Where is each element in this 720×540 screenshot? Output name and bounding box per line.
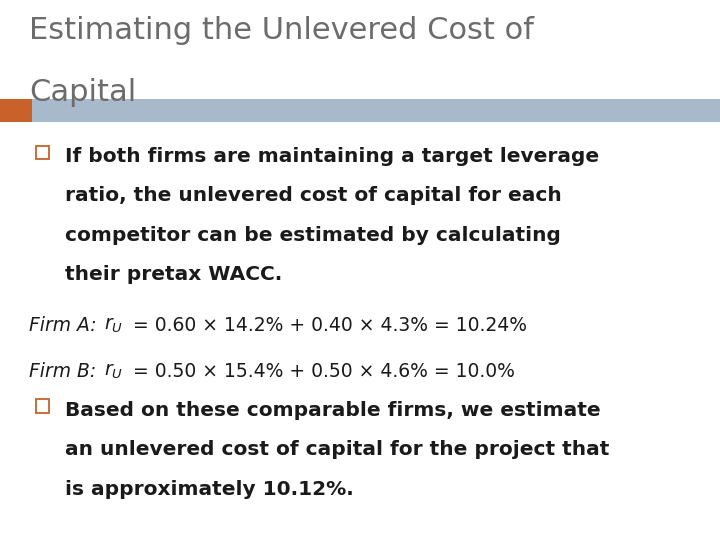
Bar — [0, 99, 32, 122]
Text: If both firms are maintaining a target leverage: If both firms are maintaining a target l… — [65, 147, 599, 166]
Text: $r_U$: $r_U$ — [104, 316, 123, 335]
Bar — [36, 400, 49, 413]
Text: = 0.50 × 15.4% + 0.50 × 4.6% = 10.0%: = 0.50 × 15.4% + 0.50 × 4.6% = 10.0% — [133, 362, 515, 381]
Text: Estimating the Unlevered Cost of: Estimating the Unlevered Cost of — [29, 16, 534, 45]
Text: Firm B:: Firm B: — [29, 362, 102, 381]
Text: is approximately 10.12%.: is approximately 10.12%. — [65, 480, 354, 498]
Text: Firm A:: Firm A: — [29, 316, 102, 335]
Text: an unlevered cost of capital for the project that: an unlevered cost of capital for the pro… — [65, 440, 609, 459]
Bar — [0, 99, 720, 122]
Text: their pretax WACC.: their pretax WACC. — [65, 265, 282, 284]
Bar — [36, 145, 49, 159]
Text: $r_U$: $r_U$ — [104, 362, 123, 381]
Text: Based on these comparable firms, we estimate: Based on these comparable firms, we esti… — [65, 401, 600, 420]
Text: competitor can be estimated by calculating: competitor can be estimated by calculati… — [65, 226, 561, 245]
Text: Capital: Capital — [29, 78, 136, 107]
Text: ratio, the unlevered cost of capital for each: ratio, the unlevered cost of capital for… — [65, 186, 562, 205]
Text: = 0.60 × 14.2% + 0.40 × 4.3% = 10.24%: = 0.60 × 14.2% + 0.40 × 4.3% = 10.24% — [133, 316, 527, 335]
